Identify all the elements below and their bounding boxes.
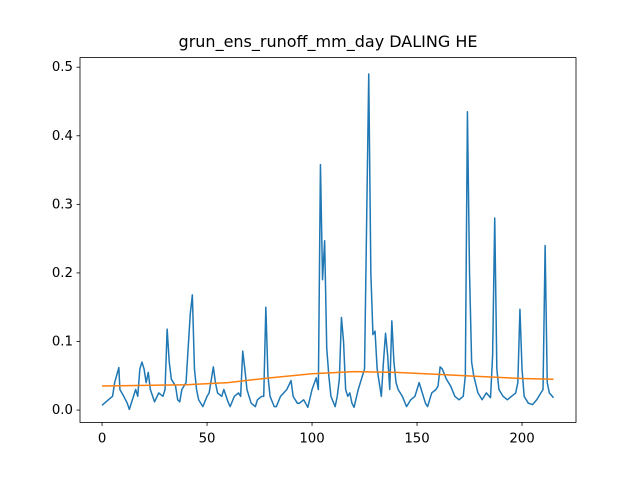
x-tick-label: 100 bbox=[299, 431, 324, 446]
y-tick-label: 0.3 bbox=[52, 197, 73, 212]
y-tick-label: 0.1 bbox=[52, 334, 73, 349]
y-tick-label: 0.4 bbox=[52, 129, 73, 144]
x-tick-label: 0 bbox=[98, 431, 106, 446]
series-line bbox=[102, 370, 554, 387]
plot-frame bbox=[79, 57, 577, 423]
x-tick-label: 50 bbox=[199, 431, 216, 446]
chart-title: grun_ens_runoff_mm_day DALING HE bbox=[179, 32, 478, 52]
x-tick-label: 200 bbox=[509, 431, 534, 446]
series-line bbox=[101, 73, 555, 411]
y-tick-label: 0.5 bbox=[52, 60, 73, 75]
y-tick-label: 0.2 bbox=[52, 266, 73, 281]
x-tick-label: 150 bbox=[404, 431, 429, 446]
y-tick-label: 0.0 bbox=[52, 403, 73, 418]
